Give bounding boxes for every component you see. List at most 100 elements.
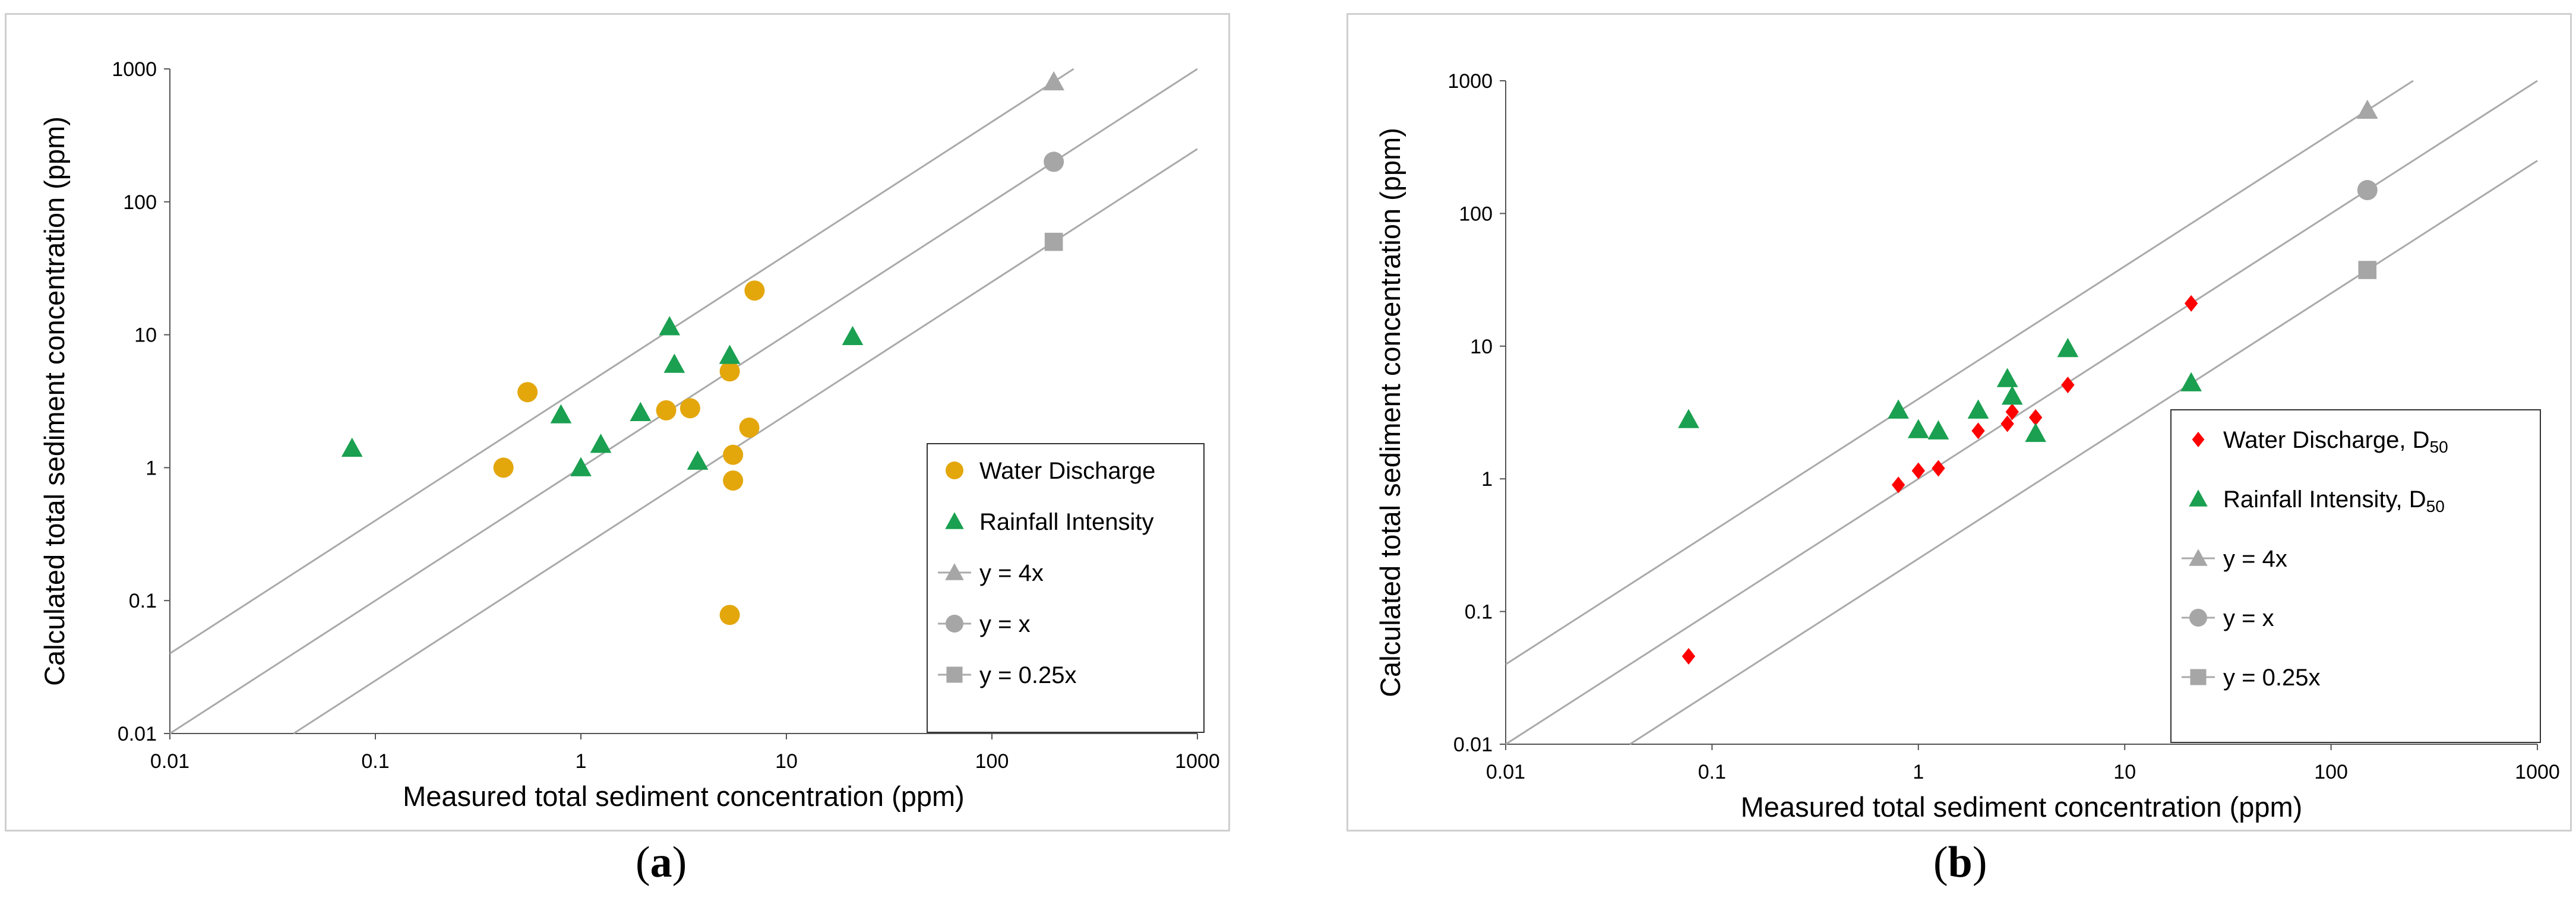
data-point (2001, 385, 2023, 405)
reference-marker (2358, 261, 2377, 279)
y-tick-label: 1000 (1447, 70, 1493, 93)
y-tick-label: 1000 (112, 58, 157, 81)
reference-marker (1043, 71, 1065, 91)
reference-marker (1044, 151, 1064, 172)
x-tick-label: 1000 (1175, 750, 1220, 773)
data-point (744, 280, 765, 301)
chart-a-svg: 0.01 0.1 1 10 100 1000 0.01 0.1 1 10 100 1000 Measur… (39, 58, 1220, 812)
data-point (663, 353, 685, 373)
y-tick-label: 10 (1470, 336, 1493, 358)
x-tick-label: 100 (975, 750, 1009, 773)
y-tick-label: 1 (146, 457, 157, 479)
legend-label-subscript: 50 (2426, 497, 2445, 516)
data-point (719, 605, 740, 625)
legend-label: Water Discharge (979, 458, 1155, 484)
x-tick-label: 0.01 (150, 750, 189, 773)
data-point (1888, 399, 1909, 419)
legend-label: Water Discharge, D50 (2223, 427, 2448, 456)
x-tick-label: 100 (2314, 761, 2348, 783)
data-point (2005, 403, 2019, 421)
x-tick-label: 1000 (2515, 761, 2560, 783)
legend-label-subscript: 50 (2430, 438, 2448, 456)
data-point (2184, 295, 2198, 312)
reference-marker (2356, 99, 2378, 119)
data-point (2028, 409, 2043, 426)
data-point (570, 457, 592, 476)
data-point (2057, 337, 2079, 358)
y-tick-label: 100 (1459, 203, 1493, 225)
reference-line (1629, 160, 2538, 745)
x-tick-label: 1 (1913, 761, 1924, 783)
y-axis-title: Calculated total sediment concentration … (1374, 128, 1406, 697)
data-point (1681, 647, 1696, 665)
data-point (1911, 462, 1925, 479)
panel-label-b: (b) (1933, 838, 1987, 887)
legend-marker (2189, 609, 2207, 627)
y-tick-label: 0.1 (129, 590, 157, 612)
chart-panel-a: 0.01 0.1 1 10 100 1000 0.01 0.1 1 10 100 1000 Measur… (5, 13, 1230, 832)
chart-panel-b: 0.01 0.1 1 10 100 1000 0.01 0.1 1 10 100 1000 Measur… (1347, 13, 2572, 832)
x-tick-label: 10 (2113, 761, 2136, 783)
legend-marker (945, 563, 964, 580)
data-point (723, 444, 744, 465)
data-point (2061, 377, 2075, 394)
data-point (493, 457, 514, 478)
data-point (739, 418, 760, 438)
x-axis-title: Measured total sediment concentration (p… (403, 780, 965, 812)
legend-label: y = x (979, 611, 1031, 637)
data-point (2180, 372, 2202, 391)
data-point (1927, 420, 1949, 440)
legend-marker (2189, 549, 2208, 566)
data-point (1967, 399, 1989, 419)
legend-marker (946, 615, 963, 633)
x-tick-label: 0.1 (1698, 761, 1726, 783)
y-tick-label: 10 (134, 324, 157, 347)
panel-label-a: (a) (636, 838, 687, 887)
x-tick-label: 10 (775, 750, 798, 773)
data-point (719, 344, 741, 364)
data-point (1932, 460, 1945, 477)
reference-line (1505, 80, 2414, 665)
legend-label: y = 4x (979, 560, 1044, 586)
x-axis-title: Measured total sediment concentration (p… (1741, 791, 2303, 823)
reference-marker (2357, 180, 2378, 201)
data-point (1678, 409, 1699, 428)
data-point (1996, 368, 2018, 387)
data-point (656, 400, 677, 421)
x-tick-label: 0.01 (1486, 761, 1525, 783)
y-tick-label: 0.01 (118, 723, 157, 745)
legend-marker (2190, 669, 2207, 685)
legend-label: y = x (2223, 605, 2274, 631)
data-point (550, 404, 572, 423)
data-point (842, 325, 864, 346)
reference-line (169, 68, 1074, 655)
legend-label: y = 0.25x (2223, 665, 2320, 691)
x-tick-label: 0.1 (361, 750, 389, 773)
legend-box (2170, 409, 2541, 743)
y-tick-label: 0.01 (1453, 734, 1493, 756)
data-point (687, 450, 709, 470)
data-point (1891, 476, 1905, 494)
legend-marker (945, 512, 964, 529)
data-point (1907, 419, 1929, 438)
data-point (679, 398, 700, 419)
data-point (2025, 422, 2047, 442)
data-point (723, 470, 744, 491)
legend-marker (946, 461, 963, 479)
chart-b-svg: 0.01 0.1 1 10 100 1000 0.01 0.1 1 10 100 1000 Measur… (1374, 70, 2560, 823)
legend-marker (2189, 489, 2208, 507)
y-tick-label: 1 (1481, 468, 1493, 491)
y-tick-label: 100 (123, 191, 157, 214)
data-point (630, 402, 652, 421)
data-point (517, 382, 538, 403)
legend-label: Rainfall Intensity, D50 (2223, 486, 2445, 516)
data-point (1971, 422, 1985, 440)
data-point (341, 437, 363, 457)
reference-marker (1044, 232, 1063, 251)
legend-label: y = 0.25x (979, 662, 1076, 688)
legend-marker (946, 666, 963, 683)
legend-label: y = 4x (2223, 546, 2287, 572)
data-point (719, 361, 740, 382)
y-axis-title: Calculated total sediment concentration … (39, 116, 70, 686)
data-point (659, 316, 681, 336)
